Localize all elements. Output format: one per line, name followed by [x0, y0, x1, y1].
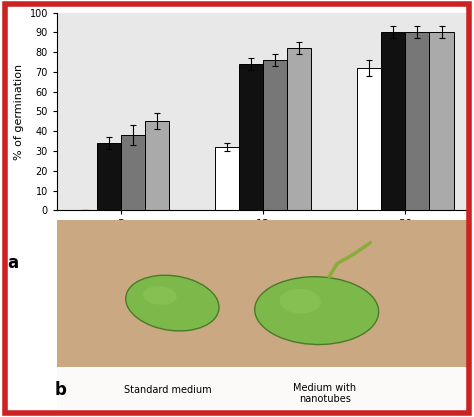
Bar: [429, 32, 454, 211]
Ellipse shape: [255, 277, 379, 344]
Bar: [263, 60, 287, 211]
Text: a: a: [8, 254, 18, 272]
Ellipse shape: [143, 286, 177, 305]
Bar: [145, 121, 169, 211]
Bar: [357, 68, 381, 211]
Text: Standard medium: Standard medium: [124, 385, 212, 395]
Bar: [405, 32, 429, 211]
Text: b: b: [55, 381, 67, 399]
Ellipse shape: [126, 275, 219, 331]
Bar: [97, 143, 121, 211]
Bar: [381, 32, 405, 211]
Bar: [121, 135, 145, 211]
Ellipse shape: [280, 289, 321, 314]
Bar: [215, 147, 239, 211]
Bar: [57, 367, 469, 409]
Text: Medium with
nanotubes: Medium with nanotubes: [293, 383, 356, 404]
Bar: [239, 64, 263, 211]
X-axis label: Days of germination: Days of germination: [200, 235, 327, 245]
Bar: [287, 48, 311, 211]
Y-axis label: % of germination: % of germination: [14, 63, 24, 160]
